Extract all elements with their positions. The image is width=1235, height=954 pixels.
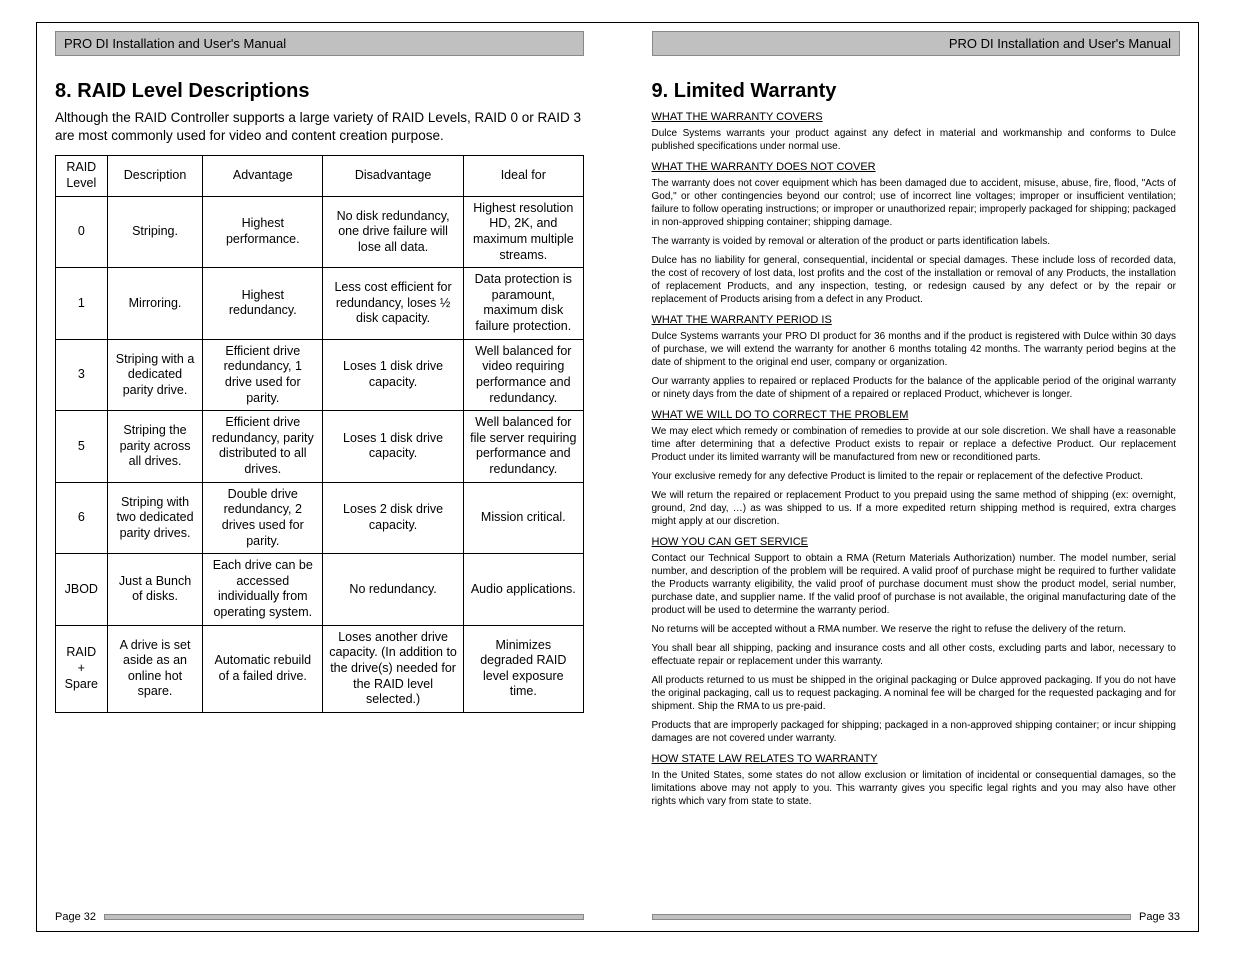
table-cell: No disk redundancy, one drive failure wi… <box>323 196 464 268</box>
table-cell: Each drive can be accessed individually … <box>203 554 323 626</box>
left-header-bar: PRO DI Installation and User's Manual <box>55 31 584 56</box>
table-row: 3Striping with a dedicated parity drive.… <box>56 339 584 411</box>
table-row: JBODJust a Bunch of disks.Each drive can… <box>56 554 584 626</box>
warranty-subheading: WHAT THE WARRANTY PERIOD IS <box>652 314 1177 326</box>
warranty-paragraph: No returns will be accepted without a RM… <box>652 623 1177 636</box>
table-cell: Efficient drive redundancy, 1 drive used… <box>203 339 323 411</box>
raid-table-header-row: RAID Level Description Advantage Disadva… <box>56 156 584 196</box>
table-cell: Highest performance. <box>203 196 323 268</box>
table-row: 0Striping.Highest performance.No disk re… <box>56 196 584 268</box>
warranty-paragraph: The warranty does not cover equipment wh… <box>652 177 1177 229</box>
warranty-subheading: HOW YOU CAN GET SERVICE <box>652 536 1177 548</box>
table-cell: Striping the parity across all drives. <box>107 411 203 483</box>
section-8-intro: Although the RAID Controller supports a … <box>55 109 584 145</box>
left-page: PRO DI Installation and User's Manual 8.… <box>37 31 602 923</box>
right-footer-bar <box>652 914 1132 920</box>
table-cell: Striping with two dedicated parity drive… <box>107 482 203 554</box>
table-cell: Double drive redundancy, 2 drives used f… <box>203 482 323 554</box>
col-disadvantage: Disadvantage <box>323 156 464 196</box>
right-page-number: Page 33 <box>1139 911 1180 923</box>
table-cell: Data protection is paramount, maximum di… <box>464 268 583 340</box>
warranty-paragraph: You shall bear all shipping, packing and… <box>652 642 1177 668</box>
table-cell: Well balanced for file server requiring … <box>464 411 583 483</box>
right-page: PRO DI Installation and User's Manual 9.… <box>634 31 1199 923</box>
table-cell: 5 <box>56 411 108 483</box>
right-header-bar: PRO DI Installation and User's Manual <box>652 31 1181 56</box>
col-description: Description <box>107 156 203 196</box>
table-cell: Efficient drive redundancy, parity distr… <box>203 411 323 483</box>
table-cell: Striping with a dedicated parity drive. <box>107 339 203 411</box>
warranty-subheading: WHAT THE WARRANTY COVERS <box>652 111 1177 123</box>
table-cell: RAID + Spare <box>56 625 108 712</box>
raid-table: RAID Level Description Advantage Disadva… <box>55 155 584 712</box>
table-cell: Minimizes degraded RAID level exposure t… <box>464 625 583 712</box>
table-cell: Highest redundancy. <box>203 268 323 340</box>
table-cell: Loses 1 disk drive capacity. <box>323 411 464 483</box>
table-cell: No redundancy. <box>323 554 464 626</box>
warranty-paragraph: Dulce Systems warrants your product agai… <box>652 127 1177 153</box>
left-footer: Page 32 <box>55 911 584 923</box>
page-spread: PRO DI Installation and User's Manual 8.… <box>36 22 1199 932</box>
table-cell: 6 <box>56 482 108 554</box>
table-row: 1Mirroring.Highest redundancy.Less cost … <box>56 268 584 340</box>
warranty-paragraph: The warranty is voided by removal or alt… <box>652 235 1177 248</box>
section-9-heading: 9. Limited Warranty <box>652 80 1177 103</box>
col-ideal-for: Ideal for <box>464 156 583 196</box>
table-cell: Loses 1 disk drive capacity. <box>323 339 464 411</box>
col-raid-level: RAID Level <box>56 156 108 196</box>
right-footer: Page 33 <box>652 911 1181 923</box>
table-row: 5Striping the parity across all drives.E… <box>56 411 584 483</box>
warranty-paragraph: In the United States, some states do not… <box>652 769 1177 808</box>
table-cell: Mirroring. <box>107 268 203 340</box>
table-row: 6Striping with two dedicated parity driv… <box>56 482 584 554</box>
table-cell: 1 <box>56 268 108 340</box>
table-cell: Striping. <box>107 196 203 268</box>
left-footer-bar <box>104 914 584 920</box>
warranty-paragraph: We will return the repaired or replaceme… <box>652 489 1177 528</box>
warranty-paragraph: Contact our Technical Support to obtain … <box>652 552 1177 617</box>
warranty-paragraph: Your exclusive remedy for any defective … <box>652 470 1177 483</box>
warranty-paragraph: Products that are improperly packaged fo… <box>652 719 1177 745</box>
warranty-paragraph: We may elect which remedy or combination… <box>652 425 1177 464</box>
warranty-paragraph: Dulce Systems warrants your PRO DI produ… <box>652 330 1177 369</box>
warranty-subheading: WHAT THE WARRANTY DOES NOT COVER <box>652 161 1177 173</box>
warranty-subheading: HOW STATE LAW RELATES TO WARRANTY <box>652 753 1177 765</box>
table-cell: Mission critical. <box>464 482 583 554</box>
table-cell: JBOD <box>56 554 108 626</box>
table-cell: Highest resolution HD, 2K, and maximum m… <box>464 196 583 268</box>
table-cell: Just a Bunch of disks. <box>107 554 203 626</box>
table-cell: A drive is set aside as an online hot sp… <box>107 625 203 712</box>
table-cell: 3 <box>56 339 108 411</box>
table-cell: Less cost efficient for redundancy, lose… <box>323 268 464 340</box>
table-cell: Well balanced for video requiring perfor… <box>464 339 583 411</box>
warranty-paragraph: Our warranty applies to repaired or repl… <box>652 375 1177 401</box>
warranty-content: 9. Limited Warranty WHAT THE WARRANTY CO… <box>652 80 1181 814</box>
col-advantage: Advantage <box>203 156 323 196</box>
warranty-paragraph: Dulce has no liability for general, cons… <box>652 254 1177 306</box>
table-cell: Loses another drive capacity. (In additi… <box>323 625 464 712</box>
warranty-subheading: WHAT WE WILL DO TO CORRECT THE PROBLEM <box>652 409 1177 421</box>
warranty-paragraph: All products returned to us must be ship… <box>652 674 1177 713</box>
table-cell: 0 <box>56 196 108 268</box>
left-page-number: Page 32 <box>55 911 96 923</box>
table-cell: Audio applications. <box>464 554 583 626</box>
section-8-heading: 8. RAID Level Descriptions <box>55 80 584 103</box>
table-row: RAID + SpareA drive is set aside as an o… <box>56 625 584 712</box>
table-cell: Loses 2 disk drive capacity. <box>323 482 464 554</box>
table-cell: Automatic rebuild of a failed drive. <box>203 625 323 712</box>
